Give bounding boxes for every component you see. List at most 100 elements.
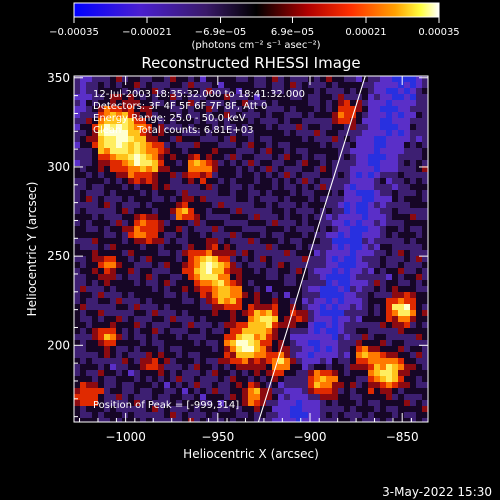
heatmap-cell xyxy=(110,94,116,100)
heatmap-cell xyxy=(236,310,242,316)
heatmap-cell xyxy=(386,136,392,142)
heatmap-cell xyxy=(278,274,284,280)
heatmap-cell xyxy=(254,256,260,262)
heatmap-cell xyxy=(290,250,296,256)
heatmap-cell xyxy=(356,100,362,106)
heatmap-cell xyxy=(398,340,404,346)
heatmap-cell xyxy=(80,352,86,358)
heatmap-cell xyxy=(164,148,170,154)
heatmap-cell xyxy=(218,124,224,130)
heatmap-cell xyxy=(182,328,188,334)
heatmap-cell xyxy=(248,280,254,286)
heatmap-cell xyxy=(284,196,290,202)
heatmap-cell xyxy=(338,118,344,124)
heatmap-cell xyxy=(104,328,110,334)
heatmap-cell xyxy=(410,370,416,376)
heatmap-cell xyxy=(104,292,110,298)
heatmap-cell xyxy=(170,346,176,352)
heatmap-cell xyxy=(188,250,194,256)
heatmap-cell xyxy=(92,160,98,166)
heatmap-cell xyxy=(194,136,200,142)
heatmap-cell xyxy=(350,268,356,274)
heatmap-cell xyxy=(266,334,272,340)
heatmap-cell xyxy=(128,352,134,358)
heatmap-cell xyxy=(296,220,302,226)
heatmap-cell xyxy=(224,184,230,190)
heatmap-cell xyxy=(320,394,326,400)
heatmap-cell xyxy=(242,172,248,178)
heatmap-cell xyxy=(200,280,206,286)
heatmap-cell xyxy=(290,190,296,196)
heatmap-cell xyxy=(152,154,158,160)
heatmap-cell xyxy=(80,190,86,196)
heatmap-cell xyxy=(140,172,146,178)
heatmap-cell xyxy=(338,310,344,316)
heatmap-cell xyxy=(380,400,386,406)
heatmap-cell xyxy=(260,148,266,154)
heatmap-cell xyxy=(344,250,350,256)
heatmap-cell xyxy=(296,76,302,82)
heatmap-cell xyxy=(356,250,362,256)
heatmap-cell xyxy=(302,358,308,364)
heatmap-cell xyxy=(200,190,206,196)
heatmap-cell xyxy=(356,148,362,154)
heatmap-cell xyxy=(296,274,302,280)
heatmap-cell xyxy=(308,370,314,376)
heatmap-cell xyxy=(242,334,248,340)
heatmap-cell xyxy=(194,376,200,382)
heatmap-cell xyxy=(236,388,242,394)
heatmap-cell xyxy=(218,364,224,370)
heatmap-cell xyxy=(314,322,320,328)
heatmap-cell xyxy=(200,358,206,364)
heatmap-cell xyxy=(302,196,308,202)
heatmap-cell xyxy=(80,142,86,148)
heatmap-cell xyxy=(380,202,386,208)
heatmap-cell xyxy=(236,154,242,160)
heatmap-cell xyxy=(326,160,332,166)
heatmap-cell xyxy=(266,340,272,346)
heatmap-cell xyxy=(368,328,374,334)
heatmap-cell xyxy=(74,106,80,112)
heatmap-cell xyxy=(92,196,98,202)
heatmap-cell xyxy=(296,370,302,376)
heatmap-cell xyxy=(212,382,218,388)
heatmap-cell xyxy=(350,280,356,286)
heatmap-cell xyxy=(128,370,134,376)
heatmap-cell xyxy=(266,100,272,106)
heatmap-cell xyxy=(290,106,296,112)
heatmap-cell xyxy=(272,304,278,310)
heatmap-cell xyxy=(422,406,428,412)
heatmap-cell xyxy=(416,220,422,226)
heatmap-cell xyxy=(392,316,398,322)
heatmap-cell xyxy=(392,202,398,208)
heatmap-cell xyxy=(140,412,146,418)
heatmap-cell xyxy=(416,394,422,400)
heatmap-cell xyxy=(218,382,224,388)
heatmap-cell xyxy=(212,232,218,238)
heatmap-cell xyxy=(92,280,98,286)
heatmap-cell xyxy=(296,340,302,346)
heatmap-cell xyxy=(368,142,374,148)
heatmap-cell xyxy=(290,346,296,352)
colorbar xyxy=(73,2,440,18)
heatmap-cell xyxy=(350,250,356,256)
heatmap-cell xyxy=(134,376,140,382)
heatmap-cell xyxy=(290,274,296,280)
heatmap-cell xyxy=(110,310,116,316)
heatmap-cell xyxy=(290,208,296,214)
heatmap-cell xyxy=(128,82,134,88)
heatmap-cell xyxy=(110,226,116,232)
heatmap-cell xyxy=(230,412,236,418)
heatmap-cell xyxy=(266,112,272,118)
heatmap-cell xyxy=(164,214,170,220)
heatmap-cell xyxy=(230,76,236,82)
heatmap-cell xyxy=(116,268,122,274)
heatmap-cell xyxy=(368,262,374,268)
heatmap-cell xyxy=(314,382,320,388)
heatmap-cell xyxy=(74,112,80,118)
heatmap-cell xyxy=(308,106,314,112)
heatmap-cell xyxy=(194,310,200,316)
heatmap-cell xyxy=(74,88,80,94)
heatmap-cell xyxy=(320,286,326,292)
heatmap-cell xyxy=(302,124,308,130)
